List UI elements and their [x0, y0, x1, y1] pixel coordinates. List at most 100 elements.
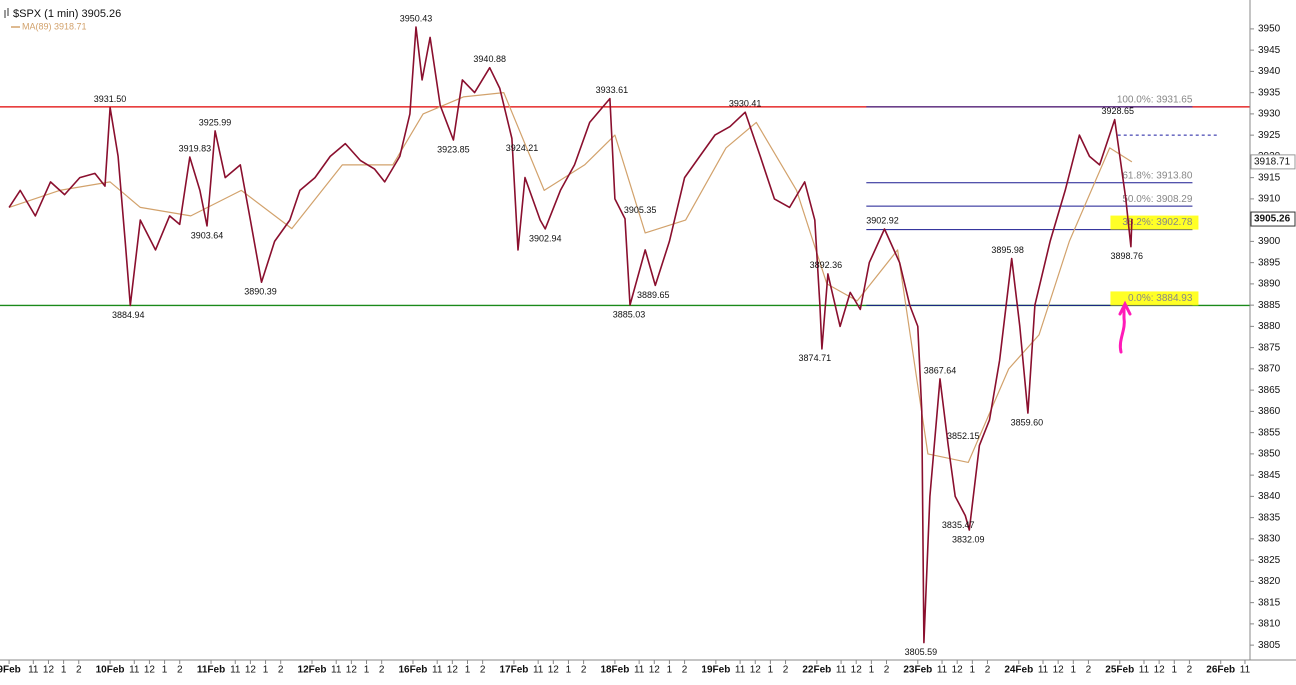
price-annotation: 3884.94 [112, 310, 145, 320]
x-tick-label: 1 [364, 665, 370, 676]
y-tick-label: 3815 [1258, 597, 1281, 608]
y-tick-label: 3885 [1258, 300, 1281, 311]
x-tick-label: 19Feb [701, 665, 730, 676]
fib-label: 38.2%: 3902.78 [1122, 217, 1192, 228]
price-annotation: 3867.64 [924, 365, 957, 375]
price-annotation: 3902.92 [866, 215, 899, 225]
y-tick-label: 3890 [1258, 279, 1281, 290]
y-tick-label: 3915 [1258, 172, 1281, 183]
x-tick-label: 25Feb [1105, 665, 1134, 676]
price-line [8, 26, 1133, 644]
x-tick-label: 12 [346, 665, 358, 676]
x-tick-label: 2 [379, 665, 385, 676]
fib-label: 0.0%: 3884.93 [1128, 293, 1193, 304]
x-tick-label: 2 [76, 665, 82, 676]
price-annotation: 3859.60 [1011, 417, 1044, 427]
x-tick-label: 11 [1240, 665, 1251, 676]
y-tick-label: 3875 [1258, 342, 1281, 353]
x-tick-label: 2 [278, 665, 284, 676]
x-tick-label: 1 [1071, 665, 1077, 676]
x-tick-label: 1 [768, 665, 774, 676]
x-tick-label: 11 [533, 665, 544, 676]
x-tick-label: 12 [548, 665, 560, 676]
x-tick-label: 2 [682, 665, 688, 676]
x-tick-label: 26Feb [1206, 665, 1235, 676]
price-tag-label: 3905.26 [1254, 214, 1291, 225]
y-tick-label: 3855 [1258, 427, 1281, 438]
x-tick-label: 12 [649, 665, 661, 676]
x-tick-label: 11 [735, 665, 746, 676]
y-tick-label: 3850 [1258, 449, 1281, 460]
y-tick-label: 3900 [1258, 236, 1281, 247]
y-tick-label: 3865 [1258, 385, 1281, 396]
annotation-arrow [1118, 300, 1132, 354]
x-tick-label: 16Feb [399, 665, 428, 676]
fib-label: 61.8%: 3913.80 [1122, 170, 1192, 181]
price-annotation: 3898.76 [1111, 251, 1144, 261]
price-annotation: 3923.85 [437, 144, 470, 154]
x-tick-label: 11Feb [197, 665, 225, 676]
x-tick-label: 11 [634, 665, 645, 676]
price-annotation: 3892.36 [810, 260, 843, 270]
x-tick-label: 1 [61, 665, 67, 676]
x-tick-label: 17Feb [499, 665, 528, 676]
y-tick-label: 3820 [1258, 576, 1281, 587]
y-tick-label: 3860 [1258, 406, 1281, 417]
x-tick-label: 10Feb [96, 665, 125, 676]
x-tick-label: 11 [1139, 665, 1150, 676]
y-tick-label: 3870 [1258, 364, 1281, 375]
price-annotation: 3874.71 [799, 353, 832, 363]
y-tick-label: 3910 [1258, 194, 1281, 205]
x-tick-label: 11 [28, 665, 39, 676]
x-tick-label: 11 [1038, 665, 1049, 676]
price-annotation: 3950.43 [400, 13, 433, 23]
y-tick-label: 3925 [1258, 130, 1281, 141]
y-tick-label: 3840 [1258, 491, 1281, 502]
x-tick-label: 12 [1154, 665, 1166, 676]
price-annotation: 3919.83 [179, 143, 212, 153]
x-tick-label: 1 [869, 665, 875, 676]
fib-label: 50.0%: 3908.29 [1122, 194, 1192, 205]
y-tick-label: 3935 [1258, 87, 1281, 98]
x-tick-label: 9Feb [0, 665, 21, 676]
price-annotation: 3805.59 [905, 647, 938, 657]
x-tick-label: 2 [985, 665, 991, 676]
x-tick-label: 12 [750, 665, 762, 676]
x-tick-label: 11 [937, 665, 948, 676]
price-annotation: 3933.61 [596, 85, 629, 95]
price-annotation: 3835.47 [942, 520, 975, 530]
x-tick-label: 1 [667, 665, 673, 676]
price-annotation: 3931.50 [94, 94, 127, 104]
fib-label: 100.0%: 3931.65 [1117, 95, 1193, 106]
x-tick-label: 12 [952, 665, 964, 676]
x-tick-label: 2 [1187, 665, 1193, 676]
price-annotation: 3925.99 [199, 117, 232, 127]
x-tick-label: 2 [783, 665, 789, 676]
price-annotation: 3890.39 [244, 287, 277, 297]
x-tick-label: 12 [851, 665, 863, 676]
x-tick-label: 12 [1053, 665, 1065, 676]
x-tick-label: 2 [177, 665, 183, 676]
price-tag-label: 3918.71 [1254, 157, 1291, 168]
y-tick-label: 3830 [1258, 534, 1281, 545]
price-annotation: 3832.09 [952, 534, 985, 544]
x-tick-label: 24Feb [1004, 665, 1033, 676]
price-tag-box [1250, 211, 1296, 227]
price-annotation: 3852.15 [947, 431, 980, 441]
x-tick-label: 11 [432, 665, 443, 676]
x-tick-label: 12 [245, 665, 257, 676]
price-annotation: 3885.03 [613, 309, 646, 319]
price-annotation: 3940.88 [473, 54, 506, 64]
y-tick-label: 3895 [1258, 257, 1281, 268]
symbol-icon [4, 8, 9, 18]
y-tick-label: 3845 [1258, 470, 1281, 481]
legend-label: MA(89) 3918.71 [22, 21, 87, 31]
x-tick-label: 11 [836, 665, 847, 676]
price-annotation: 3930.41 [729, 99, 762, 109]
y-tick-label: 3930 [1258, 109, 1281, 120]
price-annotation: 3905.35 [624, 205, 657, 215]
y-tick-label: 3950 [1258, 24, 1281, 35]
